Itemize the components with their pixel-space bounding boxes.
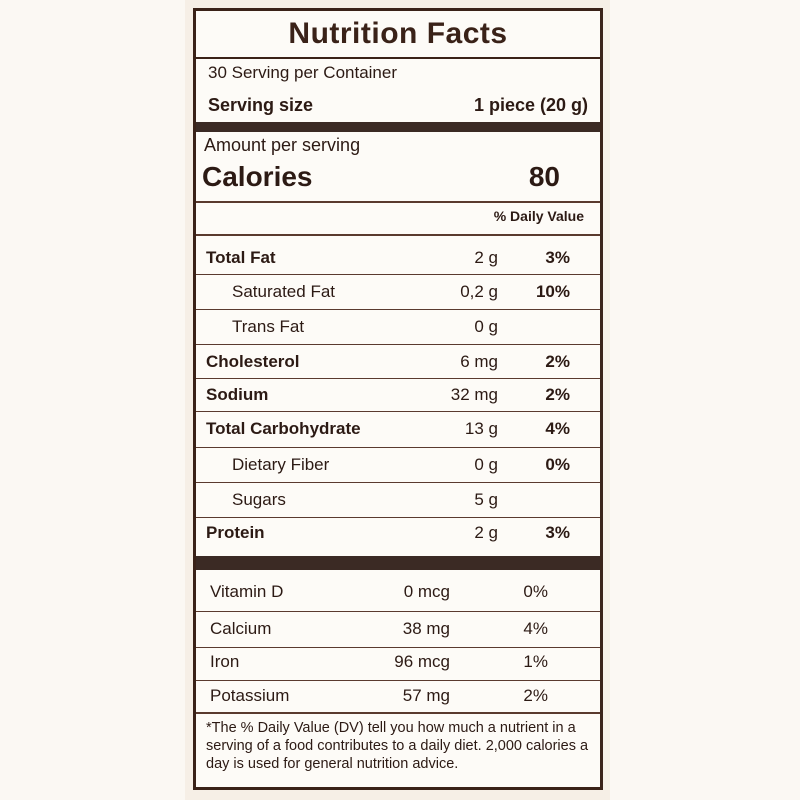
divider — [196, 517, 600, 518]
nutrient-name: Sodium — [206, 385, 269, 404]
vitamin-amount: 57 mg — [402, 686, 450, 705]
daily-value-footnote: *The % Daily Value (DV) tell you how muc… — [206, 720, 589, 772]
vitamin-daily-value: 4% — [523, 619, 548, 638]
nutrient-daily-value: 10% — [535, 282, 570, 301]
calories-value: 80 — [528, 161, 560, 192]
divider — [196, 234, 600, 236]
nutrient-name: Dietary Fiber — [232, 455, 330, 474]
vitamin-daily-value: 0% — [523, 582, 548, 601]
nutrient-name: Trans Fat — [232, 317, 305, 336]
divider — [196, 411, 600, 412]
label-title: Nutrition Facts — [196, 11, 600, 59]
vitamin-name: Vitamin D — [210, 582, 284, 601]
nutrient-amount: 6 mg — [460, 352, 498, 371]
vitamin-daily-value: 1% — [523, 652, 548, 671]
nutrient-daily-value: 3% — [545, 523, 570, 542]
divider — [196, 482, 600, 483]
nutrient-name: Total Carbohydrate — [206, 419, 361, 438]
divider — [196, 712, 600, 714]
nutrient-amount: 0 g — [474, 455, 498, 474]
nutrient-amount: 13 g — [464, 419, 498, 438]
thick-divider — [196, 122, 600, 132]
nutrient-daily-value: 4% — [545, 419, 570, 438]
divider — [196, 344, 600, 345]
divider — [196, 201, 600, 203]
vitamin-name: Iron — [210, 652, 240, 671]
nutrient-amount: 0,2 g — [460, 282, 498, 301]
amount-per-serving: Amount per serving — [204, 135, 361, 155]
serving-size-value: 1 piece (20 g) — [473, 95, 588, 115]
nutrient-daily-value: 2% — [545, 385, 570, 404]
divider — [196, 274, 600, 275]
nutrient-name: Saturated Fat — [232, 282, 336, 301]
vitamin-name: Potassium — [210, 686, 290, 705]
nutrient-amount: 2 g — [474, 523, 498, 542]
divider — [196, 309, 600, 310]
nutrient-name: Sugars — [232, 490, 286, 509]
vitamin-name: Calcium — [210, 619, 272, 638]
vitamin-amount: 38 mg — [402, 619, 450, 638]
background-left — [0, 0, 185, 800]
nutrition-facts-label: Nutrition Facts 30 Serving per Container… — [193, 8, 603, 790]
divider — [196, 647, 600, 648]
nutrient-amount: 5 g — [474, 490, 498, 509]
nutrient-amount: 2 g — [474, 248, 498, 267]
background-right — [610, 0, 800, 800]
nutrient-amount: 32 mg — [450, 385, 498, 404]
nutrient-daily-value: 0% — [545, 455, 570, 474]
nutrient-name: Cholesterol — [206, 352, 300, 371]
nutrient-amount: 0 g — [474, 317, 498, 336]
divider — [196, 378, 600, 379]
vitamin-daily-value: 2% — [523, 686, 548, 705]
nutrient-name: Total Fat — [206, 248, 276, 267]
daily-value-header: % Daily Value — [493, 208, 584, 224]
thick-divider — [196, 556, 600, 570]
divider — [196, 680, 600, 681]
calories-label: Calories — [202, 161, 313, 192]
vitamin-amount: 96 mcg — [394, 652, 450, 671]
nutrient-name: Protein — [206, 523, 265, 542]
serving-size-label: Serving size — [208, 95, 314, 115]
vitamin-amount: 0 mcg — [403, 582, 450, 601]
servings-per-container: 30 Serving per Container — [208, 63, 398, 82]
nutrient-daily-value: 2% — [545, 352, 570, 371]
nutrient-daily-value: 3% — [545, 248, 570, 267]
divider — [196, 611, 600, 612]
divider — [196, 447, 600, 448]
